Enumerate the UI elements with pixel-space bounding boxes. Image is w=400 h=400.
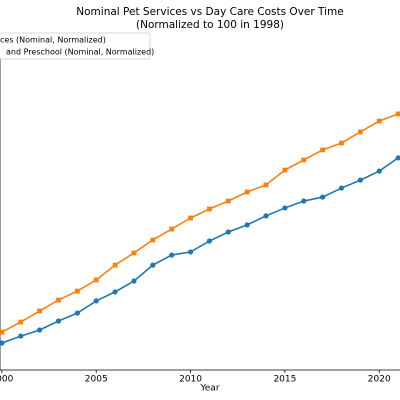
x-axis-label: Year <box>199 384 219 394</box>
point <box>0 340 5 346</box>
point <box>112 262 118 268</box>
point <box>357 129 363 135</box>
point <box>225 198 231 204</box>
point <box>74 310 80 316</box>
point <box>301 157 307 163</box>
point <box>282 167 288 173</box>
legend-label: ces (Nominal, Normalized) <box>0 36 106 45</box>
point <box>225 229 231 235</box>
x-tick-label: 2010 <box>179 375 202 385</box>
point <box>339 140 344 146</box>
point <box>320 147 326 153</box>
point <box>0 329 5 335</box>
point <box>320 194 326 200</box>
point <box>37 327 43 333</box>
chart-title: Nominal Pet Services vs Day Care Costs O… <box>76 6 343 18</box>
point <box>37 308 43 314</box>
point <box>395 111 400 117</box>
chart-subtitle: (Normalized to 100 in 1998) <box>136 19 284 31</box>
legend: ces (Nominal, Normalized) and Preschool (… <box>0 32 154 60</box>
point <box>18 333 24 339</box>
x-tick-label: 2015 <box>273 375 296 385</box>
point <box>263 213 269 219</box>
point <box>169 226 175 232</box>
point <box>93 277 99 283</box>
point <box>206 238 213 244</box>
point <box>150 262 156 268</box>
legend-box <box>0 32 151 60</box>
point <box>244 222 250 228</box>
point <box>93 298 99 304</box>
point <box>244 189 250 195</box>
point <box>131 250 137 256</box>
x-tick-label: 2000 <box>0 375 14 385</box>
point <box>357 177 363 183</box>
point <box>376 118 382 124</box>
legend-label: and Preschool (Nominal, Normalized) <box>6 48 154 57</box>
point <box>131 278 137 284</box>
series-line <box>1 157 399 344</box>
point <box>263 182 269 188</box>
x-tick-label: 2020 <box>368 375 391 385</box>
point <box>188 215 193 221</box>
point <box>376 168 382 174</box>
point <box>55 318 62 324</box>
series-line <box>1 113 399 333</box>
point <box>18 319 24 325</box>
point <box>282 205 288 211</box>
point <box>150 237 156 243</box>
point <box>395 155 400 161</box>
point <box>112 289 118 295</box>
point <box>56 297 61 303</box>
point <box>301 198 307 204</box>
point <box>74 288 80 294</box>
point <box>169 252 175 258</box>
point <box>187 249 194 255</box>
point <box>207 206 212 212</box>
point <box>338 185 345 191</box>
x-tick-label: 2005 <box>85 375 108 385</box>
